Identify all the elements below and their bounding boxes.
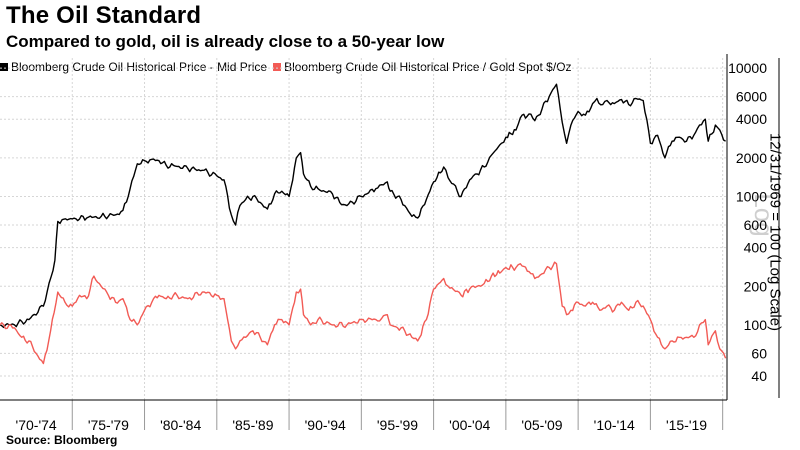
- y-tick-label: 200: [744, 278, 768, 294]
- legend-item-oil-gold-ratio: Bloomberg Crude Oil Historical Price / G…: [273, 60, 572, 74]
- y-tick-label: 600: [744, 217, 768, 233]
- x-tick-label: '00-'04: [449, 417, 490, 433]
- x-tick-label: '70-'74: [16, 417, 57, 433]
- x-tick-label: '90-'94: [305, 417, 346, 433]
- y-tick-label: 400: [744, 240, 768, 256]
- x-tick-label: '15-'19: [666, 417, 707, 433]
- legend-swatch-crude-price: [0, 63, 8, 71]
- x-tick-label: '75-'79: [88, 417, 129, 433]
- x-tick-label: '10-'14: [594, 417, 635, 433]
- y-tick-label: 1000: [736, 189, 767, 205]
- legend: Bloomberg Crude Oil Historical Price - M…: [0, 60, 572, 74]
- x-tick-label: '80-'84: [160, 417, 201, 433]
- x-tick-label: '05-'09: [521, 417, 562, 433]
- grid: [0, 58, 727, 400]
- y-tick-label: 2000: [736, 150, 767, 166]
- legend-label-oil-gold-ratio: Bloomberg Crude Oil Historical Price / G…: [284, 60, 572, 74]
- series-line-crude-price: [0, 83, 726, 329]
- y-tick-label: 10000: [728, 60, 767, 76]
- legend-label-crude-price: Bloomberg Crude Oil Historical Price - M…: [11, 60, 268, 74]
- chart-title: The Oil Standard: [6, 2, 202, 29]
- y-axis-label: 12/31/1969 = 100 (Log Scale): [766, 132, 784, 332]
- log-watermark: Log: [749, 193, 779, 236]
- legend-swatch-oil-gold-ratio: [273, 63, 282, 71]
- chart-subtitle: Compared to gold, oil is already close t…: [6, 32, 445, 51]
- y-tick-label: 100: [744, 317, 768, 333]
- axes: 40 60 100 200 400 600 1000 2000 4000 6000 10000 '70…: [0, 54, 780, 433]
- y-tick-label: 4000: [736, 111, 767, 127]
- y-tick-label: 40: [751, 368, 767, 384]
- y-tick-label: 60: [751, 345, 767, 361]
- series-line-oil-gold-ratio: [0, 261, 727, 365]
- series-group: [0, 83, 727, 365]
- y-tick-label: 6000: [736, 89, 767, 105]
- x-tick-label: '95-'99: [377, 417, 418, 433]
- source-note: Source: Bloomberg: [6, 433, 118, 447]
- x-tick-label: '85-'89: [232, 417, 273, 433]
- legend-item-crude-price: Bloomberg Crude Oil Historical Price - M…: [0, 60, 267, 74]
